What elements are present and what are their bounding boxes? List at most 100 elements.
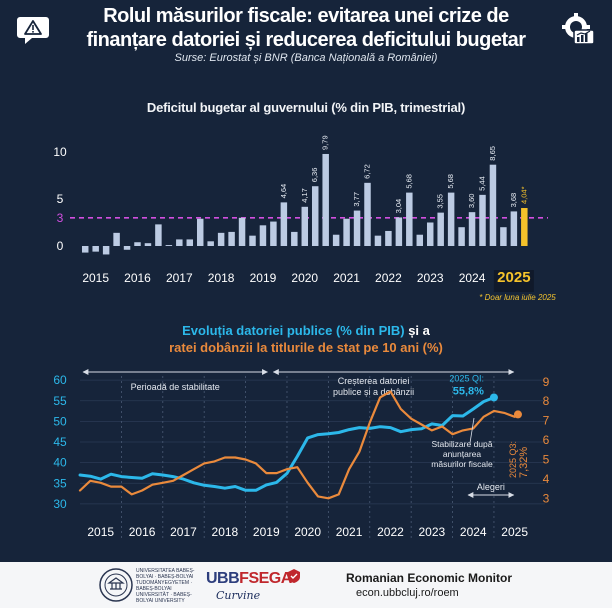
debt-year-label: 2016 xyxy=(129,525,156,539)
deficit-data-label: 4,64 xyxy=(279,184,288,199)
yield-ytick-4: 4 xyxy=(543,472,550,486)
sources-note: Surse: Eurostat și BNR (Banca Națională … xyxy=(174,52,438,64)
deficit-bar xyxy=(447,192,455,246)
deficit-data-label: 5,44 xyxy=(478,176,487,191)
deficit-bar xyxy=(270,221,277,246)
deficit-data-label: 8,65 xyxy=(488,146,497,161)
deficit-bar xyxy=(123,246,131,250)
debt-title-part2: și a xyxy=(404,323,430,338)
deficit-bar xyxy=(291,231,298,246)
yield-ytick-7: 7 xyxy=(543,414,550,428)
yield-last-point xyxy=(513,410,522,419)
yield-ytick-6: 6 xyxy=(543,433,550,447)
deficit-bar xyxy=(353,210,361,246)
deficit-bar xyxy=(489,164,497,246)
debt-last-period: 2025 QI: xyxy=(449,373,484,383)
debt-title-part1: Evoluția datoriei publice (% din PIB) xyxy=(182,323,405,338)
gear-chart-icon xyxy=(562,13,595,45)
stabilization-label: anunțarea xyxy=(443,449,482,459)
deficit-bar xyxy=(385,230,392,246)
stabilization-label: măsurilor fiscale xyxy=(431,459,493,469)
deficit-bar xyxy=(374,235,382,246)
debt-ytick-55: 55 xyxy=(53,394,67,408)
monitor-url[interactable]: econ.ubbcluj.ro/roem xyxy=(356,587,459,599)
deficit-bar xyxy=(217,232,225,246)
chat-warning-icon xyxy=(17,17,49,44)
deficit-bar xyxy=(249,235,256,246)
deficit-data-label: 3,60 xyxy=(467,194,476,209)
yield-title: ratei dobânzii la titlurile de stat pe 1… xyxy=(169,340,443,355)
deficit-ytick-10: 10 xyxy=(53,145,67,159)
debt-year-label: 2018 xyxy=(212,525,239,539)
debt-yield-line-chart: Perioadă de stabilitate Creșterea datorie… xyxy=(53,369,550,539)
deficit-bar xyxy=(102,246,110,255)
deficit-data-label: 4,17 xyxy=(300,188,309,203)
deficit-year-label: 2022 xyxy=(375,271,402,285)
yield-ytick-9: 9 xyxy=(543,375,550,389)
debt-year-label: 2023 xyxy=(419,525,446,539)
deficit-bar xyxy=(468,212,476,246)
deficit-data-label: 3,04 xyxy=(394,199,403,214)
deficit-year-label: 2018 xyxy=(208,271,235,285)
university-name: UNIVERSITATEA BABEȘ-BOLYAI · BABEȘ-BOLYA… xyxy=(136,568,195,604)
deficit-bar xyxy=(416,234,424,246)
deficit-bar xyxy=(144,243,152,246)
deficit-year-label: 2019 xyxy=(250,271,277,285)
faculty-logo-part2: FSEGA xyxy=(239,570,292,587)
debt-chart-title: Evoluția datoriei publice (% din PIB) și… xyxy=(60,322,552,356)
deficit-bar xyxy=(521,208,528,246)
debt-year-label: 2019 xyxy=(253,525,280,539)
debt-ytick-45: 45 xyxy=(53,435,67,449)
deficit-data-label: 6,36 xyxy=(310,168,319,183)
deficit-bar xyxy=(426,222,434,246)
deficit-year-label: 2021 xyxy=(333,271,360,285)
deficit-data-label: 4,04* xyxy=(519,186,528,204)
stabilization-label: Stabilizare după xyxy=(432,439,493,449)
highlight-year-box xyxy=(493,270,534,292)
deficit-bar xyxy=(113,232,120,246)
deficit-bar xyxy=(437,212,444,246)
yield-ytick-8: 8 xyxy=(543,394,550,408)
debt-ytick-35: 35 xyxy=(53,476,67,490)
deficit-bar xyxy=(134,242,141,246)
deficit-bar xyxy=(92,246,99,252)
deficit-ytick-0: 0 xyxy=(57,239,64,253)
deficit-data-label: 5,68 xyxy=(446,174,455,189)
fsega-seal-icon xyxy=(288,569,300,583)
deficit-bar xyxy=(301,206,309,246)
signature-logo: Curvine xyxy=(216,589,261,602)
deficit-bar xyxy=(500,227,507,246)
footer-bar: UNIVERSITATEA BABEȘ-BOLYAI · BABEȘ-BOLYA… xyxy=(0,562,612,608)
deficit-data-label: 3,55 xyxy=(436,194,445,209)
deficit-bar xyxy=(280,202,288,246)
debt-year-label: 2022 xyxy=(377,525,404,539)
debt-ytick-50: 50 xyxy=(53,414,67,428)
deficit-bar xyxy=(311,186,319,246)
yield-last-period: 2025 Q3: xyxy=(508,441,518,478)
deficit-bar xyxy=(479,194,486,246)
debt-year-label: 2017 xyxy=(170,525,197,539)
page-title: Rolul măsurilor fiscale: evitarea unei c… xyxy=(60,4,552,52)
deficit-year-label: 2016 xyxy=(124,271,151,285)
deficit-bar xyxy=(332,234,340,246)
yield-last-value: 7,32% xyxy=(518,447,530,478)
deficit-year-label: 2024 xyxy=(459,271,486,285)
deficit-bar xyxy=(228,231,235,246)
deficit-chart-title: Deficitul bugetar al guvernului (% din P… xyxy=(146,100,466,115)
deficit-bar xyxy=(176,239,183,246)
yield-series-line xyxy=(78,390,520,500)
deficit-bar xyxy=(458,227,465,246)
monitor-name: Romanian Economic Monitor xyxy=(346,571,513,585)
deficit-data-label: 5,68 xyxy=(404,174,413,189)
debt-year-label: 2021 xyxy=(336,525,363,539)
deficit-bar xyxy=(186,239,194,246)
title-line-2: finanțare datoriei și reducerea deficitu… xyxy=(86,29,526,51)
stabilization-pointer xyxy=(469,417,475,444)
deficit-data-label: 3,68 xyxy=(509,193,518,208)
title-line-1: Rolul măsurilor fiscale: evitarea unei c… xyxy=(103,5,509,27)
deficit-bar xyxy=(343,218,350,246)
period-label: publice și a dobânzii xyxy=(333,387,414,397)
deficit-bar xyxy=(238,217,246,246)
threshold-label: 3 xyxy=(57,211,64,225)
